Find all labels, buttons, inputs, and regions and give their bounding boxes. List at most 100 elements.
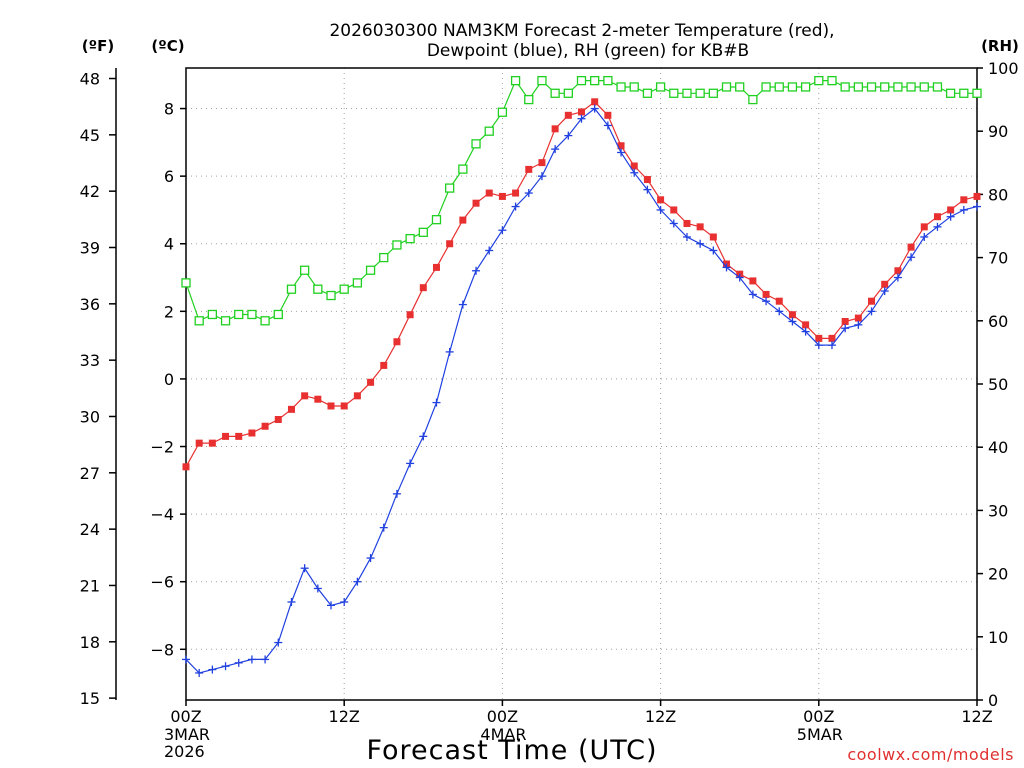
dewpoint-point [313, 584, 322, 593]
temperature-point [551, 125, 559, 133]
dewpoint-point [287, 597, 296, 606]
dewpoint-point [933, 222, 942, 231]
dewpoint-point [379, 523, 388, 532]
rh-point [339, 284, 349, 294]
dewpoint-point [524, 189, 533, 198]
dewpoint-point [854, 320, 863, 329]
dewpoint-point [696, 239, 705, 248]
rh-point [906, 82, 916, 92]
fahrenheit-tick-label: 48 [80, 70, 100, 89]
fahrenheit-unit-label: (ºF) [82, 37, 114, 55]
celsius-tick-label: 0 [164, 370, 174, 389]
temperature-point [446, 240, 454, 248]
temperature-point [222, 432, 230, 440]
dewpoint-point [775, 307, 784, 316]
chart-title-line1: 2026030300 NAM3KM Forecast 2-meter Tempe… [329, 21, 834, 41]
rh-point [550, 88, 560, 98]
dewpoint-point [353, 577, 362, 586]
rh-point [866, 82, 877, 92]
rh-point [959, 88, 969, 98]
fahrenheit-tick-label: 24 [80, 520, 100, 539]
temperature-point [472, 199, 480, 207]
celsius-tick-label: 8 [164, 100, 174, 119]
temperature-point [380, 361, 388, 369]
fahrenheit-tick-label: 30 [80, 407, 100, 426]
rh-point [761, 82, 771, 92]
temperature-point [788, 311, 796, 319]
rh-point [313, 284, 323, 294]
dewpoint-point [577, 114, 586, 123]
temperature-point [775, 297, 783, 305]
temperature-point [643, 176, 651, 184]
dewpoint-point [748, 290, 757, 299]
data-series [181, 75, 982, 677]
x-year-label: 2026 [164, 742, 205, 761]
dewpoint-point [709, 246, 718, 255]
dewpoint-point [630, 168, 639, 177]
temperature-point [881, 280, 889, 288]
celsius-tick-label: −6 [150, 573, 174, 592]
rh-point [431, 215, 442, 225]
tick-labels: 151821242730333639424548−8−6−4−202468010… [80, 59, 1019, 761]
rh-point [748, 94, 758, 105]
fahrenheit-tick-label: 18 [80, 633, 100, 652]
fahrenheit-tick-label: 39 [80, 238, 100, 257]
dewpoint-point [827, 341, 836, 350]
celsius-tick-label: 2 [164, 302, 174, 321]
dewpoint-point [814, 341, 823, 350]
temperature-point [485, 189, 493, 197]
temperature-point [314, 395, 322, 403]
rh-point [800, 82, 811, 92]
rh-point [682, 88, 692, 98]
temperature-point [261, 422, 269, 430]
temperature-point [340, 402, 348, 410]
rh-point [405, 233, 415, 244]
rh-tick-label: 100 [988, 59, 1019, 78]
temperature-point [578, 108, 585, 116]
rh-tick-label: 30 [988, 501, 1008, 520]
dewpoint-point [590, 104, 599, 113]
dewpoint-point [498, 226, 507, 235]
temperature-point [525, 165, 533, 173]
rh-point [418, 227, 428, 237]
dewpoint-point [537, 172, 546, 181]
x-tick-label: 00Z [487, 707, 518, 726]
dewpoint-point [234, 658, 243, 667]
dewpoint-point [392, 489, 401, 498]
rh-point [524, 94, 534, 105]
x-date-label: 3MAR [164, 725, 210, 744]
rh-point [880, 82, 890, 92]
rh-point [234, 309, 244, 320]
dewpoint-point [511, 202, 520, 211]
temperature-point [841, 317, 849, 325]
temperature-point [802, 321, 810, 329]
dewpoint-point [432, 398, 441, 407]
rh-point [840, 82, 850, 92]
temperature-point [406, 311, 414, 319]
rh-point [708, 88, 718, 98]
dewpoint-point [564, 131, 573, 140]
dewpoint-point [208, 665, 217, 674]
rh-point [972, 88, 982, 98]
fahrenheit-tick-label: 33 [80, 351, 100, 370]
temperature-point [591, 98, 599, 106]
dewpoint-point [682, 232, 691, 241]
rh-point [774, 82, 784, 92]
rh-tick-label: 10 [988, 628, 1008, 647]
temperature-point [459, 216, 467, 224]
rh-point [853, 82, 863, 92]
dewpoint-point [788, 317, 797, 326]
temperature-point [762, 290, 770, 298]
rh-point [932, 82, 943, 92]
rh-point [603, 75, 613, 86]
temperature-point [512, 189, 520, 197]
rh-point [576, 75, 587, 86]
dewpoint-point [327, 601, 336, 610]
celsius-tick-label: 4 [164, 235, 174, 254]
temperature-line [185, 101, 978, 468]
dewpoint-point [419, 432, 428, 441]
rh-point [590, 75, 600, 86]
x-date-label: 4MAR [480, 725, 526, 744]
rh-point [471, 139, 481, 149]
